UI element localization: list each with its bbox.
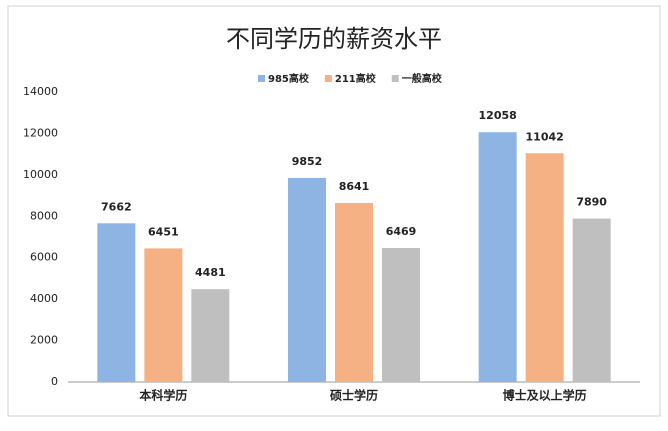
value-label: 9852 bbox=[292, 155, 323, 168]
legend-swatch bbox=[258, 75, 265, 82]
value-label: 7662 bbox=[101, 200, 132, 213]
y-tick-label: 10000 bbox=[23, 168, 58, 181]
y-tick-label: 0 bbox=[51, 375, 58, 388]
value-label: 12058 bbox=[479, 109, 517, 122]
legend-label: 一般高校 bbox=[402, 72, 443, 85]
y-tick-label: 8000 bbox=[30, 209, 58, 222]
x-tick-label: 博士及以上学历 bbox=[503, 388, 587, 403]
bar bbox=[525, 153, 564, 382]
bar bbox=[144, 248, 183, 382]
bar bbox=[335, 203, 373, 382]
y-tick-label: 6000 bbox=[30, 251, 58, 264]
x-tick-label: 本科学历 bbox=[139, 388, 187, 403]
y-tick-label: 14000 bbox=[23, 85, 58, 98]
bar bbox=[382, 247, 420, 382]
y-tick-label: 2000 bbox=[30, 334, 58, 347]
value-label: 6451 bbox=[148, 225, 179, 238]
chart-title: 不同学历的薪资水平 bbox=[226, 25, 442, 53]
value-label: 6469 bbox=[386, 225, 417, 238]
legend-swatch bbox=[391, 75, 399, 82]
legend-label: 985高校 bbox=[268, 72, 310, 85]
bar bbox=[288, 177, 326, 382]
legend-label: 211高校 bbox=[335, 72, 377, 85]
x-tick-label: 硕士学历 bbox=[330, 388, 378, 403]
y-tick-label: 12000 bbox=[23, 126, 58, 139]
value-label: 8641 bbox=[339, 180, 370, 193]
bar bbox=[97, 223, 136, 382]
value-label: 4481 bbox=[195, 266, 226, 279]
legend-swatch bbox=[324, 75, 332, 82]
bar bbox=[572, 218, 611, 382]
value-label: 7890 bbox=[576, 196, 607, 209]
value-label: 11042 bbox=[526, 130, 564, 143]
y-tick-label: 4000 bbox=[30, 292, 58, 305]
bar bbox=[478, 132, 517, 382]
bar bbox=[191, 289, 230, 382]
